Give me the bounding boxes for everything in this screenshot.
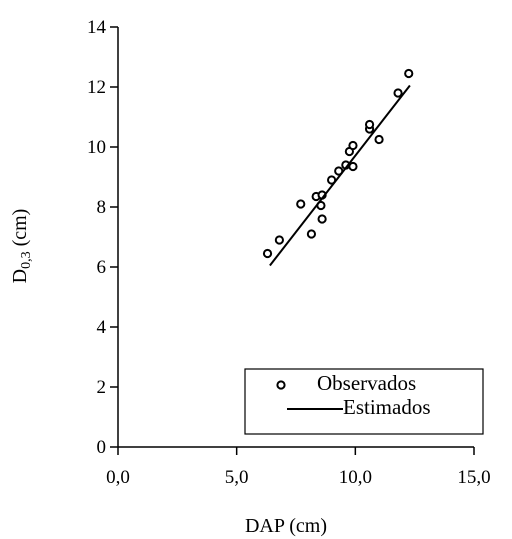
y-tick-label: 4 <box>97 317 107 338</box>
data-point-observados <box>306 229 317 239</box>
data-point-observados <box>364 119 375 130</box>
data-point-observados <box>393 88 403 98</box>
x-ticks: 0,0 5,0 10,0 15,0 <box>106 447 491 488</box>
x-tick-label: 15,0 <box>457 467 490 488</box>
legend-label-estimados: Estimados <box>343 395 431 419</box>
legend-marker-observados <box>276 380 286 390</box>
data-point-observados <box>348 140 358 151</box>
axes: 0 2 4 6 8 10 12 14 0,0 5,0 10,0 15,0 <box>87 17 491 488</box>
y-tick-label: 10 <box>87 137 106 158</box>
legend: Observados Estimados <box>244 368 484 435</box>
y-tick-label: 2 <box>97 377 107 398</box>
plot-series <box>262 68 414 267</box>
x-tick-label: 10,0 <box>339 467 372 488</box>
data-point-observados <box>262 248 273 259</box>
x-axis-label: DAP (cm) <box>245 515 327 537</box>
y-axis-label: D0,3 (cm) <box>9 209 34 284</box>
x-tick-label: 0,0 <box>106 467 130 488</box>
legend-label-observados: Observados <box>317 371 416 395</box>
y-axis-label-subscript: 0,3 <box>19 251 34 269</box>
data-point-observados <box>374 134 384 145</box>
y-tick-label: 0 <box>97 437 107 458</box>
y-tick-label: 8 <box>97 197 107 218</box>
y-tick-label: 6 <box>97 257 107 278</box>
data-point-observados <box>348 161 358 172</box>
data-point-observados <box>404 68 414 79</box>
data-point-observados <box>274 235 284 245</box>
x-tick-label: 5,0 <box>225 467 249 488</box>
y-ticks: 0 2 4 6 8 10 12 14 <box>87 17 118 458</box>
y-axis-label-main: D <box>9 269 31 283</box>
data-point-observados <box>296 199 306 209</box>
series-line-estimados <box>269 84 411 267</box>
legend-box <box>244 368 484 435</box>
y-tick-label: 14 <box>87 17 107 38</box>
data-point-observados <box>317 214 327 224</box>
y-axis-label-unit: (cm) <box>9 209 31 247</box>
y-tick-label: 12 <box>87 77 106 98</box>
